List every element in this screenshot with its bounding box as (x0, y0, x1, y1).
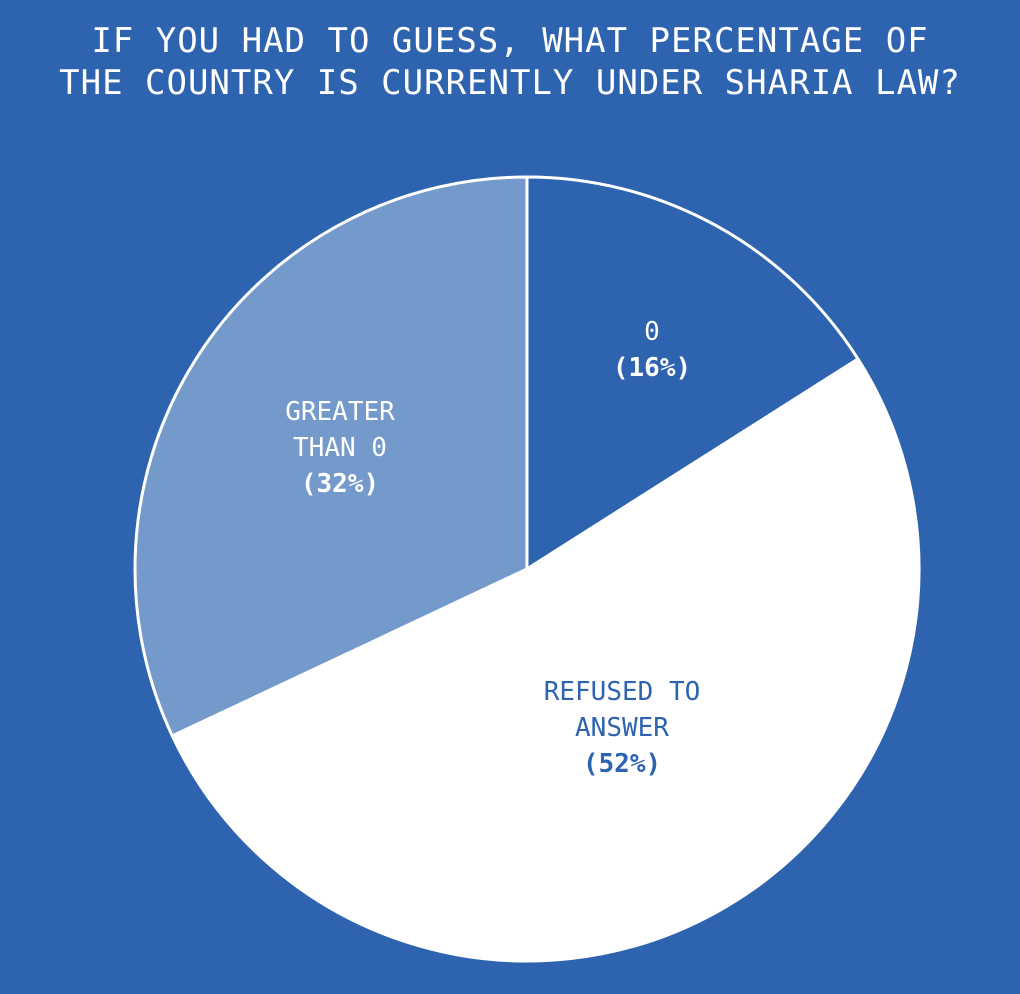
slice-percentage: (52%) (583, 749, 661, 779)
chart-title-line-1: IF YOU HAD TO GUESS, WHAT PERCENTAGE OF (91, 21, 929, 61)
chart-title: IF YOU HAD TO GUESS, WHAT PERCENTAGE OF … (0, 20, 1020, 104)
slice-label-group-greater-than-0: GREATER THAN 0 (32%) (285, 397, 395, 499)
slice-percentage: (32%) (301, 469, 379, 499)
pie-slice-greater-than-0 (133, 175, 529, 738)
slice-label-group-refused-to-answer: REFUSED TO ANSWER (52%) (544, 677, 701, 779)
slice-label: REFUSED TO (544, 677, 701, 707)
pie-slice-refused-to-answer (170, 357, 921, 963)
slice-label: 0 (644, 317, 660, 347)
slice-label: GREATER (285, 397, 395, 427)
slice-label: THAN 0 (293, 433, 387, 463)
chart-title-line-2: THE COUNTRY IS CURRENTLY UNDER SHARIA LA… (59, 63, 961, 103)
slice-label-group-0: 0 (16%) (613, 317, 691, 383)
pie-slice-0 (525, 175, 860, 571)
slice-percentage: (16%) (613, 353, 691, 383)
slice-label: ANSWER (575, 713, 669, 743)
